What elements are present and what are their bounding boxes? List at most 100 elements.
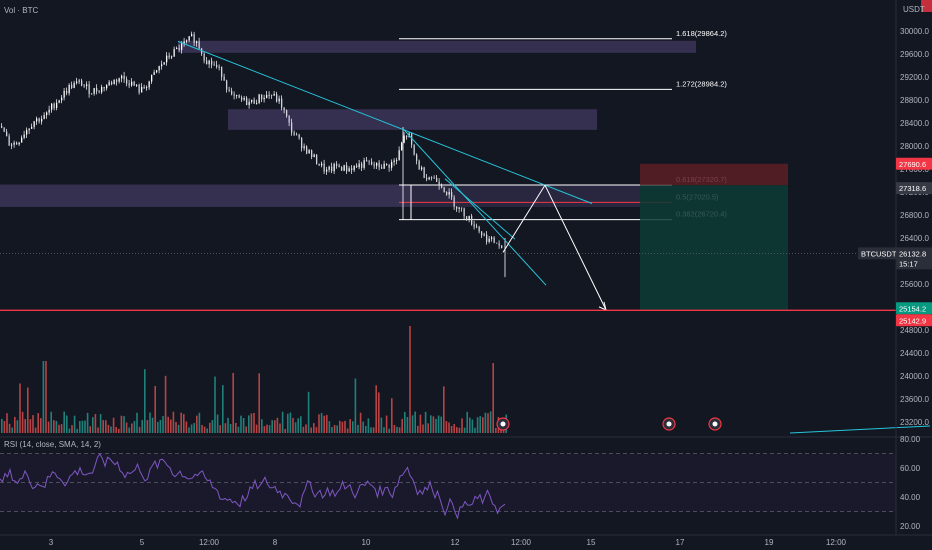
candle-body [288, 116, 290, 123]
volume-bar [482, 417, 484, 433]
lower-trendline[interactable] [402, 128, 547, 286]
drawings-layer[interactable] [0, 40, 931, 434]
candle-body [268, 94, 270, 96]
candle-body [356, 165, 358, 168]
volume-bar [107, 424, 110, 433]
resistance-zone-mid [228, 109, 597, 130]
volume-bar [385, 415, 388, 433]
fib-label: 1.618(29864.2) [676, 29, 727, 38]
volume-bar [24, 419, 26, 433]
candle-body [183, 41, 185, 44]
volume-bar [42, 361, 45, 433]
volume-bar [471, 419, 474, 433]
volume-bar [448, 422, 450, 433]
candle-body [311, 150, 313, 157]
volume-bar [190, 424, 193, 433]
price-tick-label: 28400.0 [900, 119, 929, 128]
price-tick-label: 29200.0 [900, 73, 929, 82]
volume-bar [484, 412, 487, 433]
candle-body [441, 185, 443, 188]
alert-marker [921, 0, 932, 12]
volume-bar [79, 421, 81, 433]
candle-body [171, 56, 173, 58]
candle-body [196, 41, 198, 43]
volume-bar [419, 414, 422, 433]
candle-body [213, 64, 215, 66]
volume-bar [279, 423, 281, 433]
candle-body [93, 88, 95, 94]
volume-bar [105, 420, 107, 433]
volume-bar [242, 418, 245, 433]
time-tick-label: 12:00 [511, 538, 532, 547]
candle-body [203, 53, 205, 61]
take-profit-zone[interactable] [640, 185, 788, 310]
volume-bar [120, 415, 123, 433]
trendline-extension[interactable] [789, 425, 931, 434]
time-tick-label: 15 [587, 538, 596, 547]
volume-bar [450, 426, 453, 433]
volume-bar [146, 420, 149, 433]
projection-path[interactable] [502, 184, 607, 311]
volume-bar [29, 419, 32, 433]
candle-body [141, 86, 143, 93]
volume-bar [45, 361, 47, 433]
candle-body [258, 94, 260, 103]
volume-bar [154, 385, 156, 433]
volume-bar [198, 412, 201, 433]
volume-bar [50, 411, 52, 433]
volume-bar [424, 411, 427, 433]
price-tick-label: 23200.0 [900, 418, 929, 427]
position-box[interactable] [640, 163, 788, 310]
volume-bar [222, 385, 224, 433]
volume-bar [81, 420, 84, 433]
volume-bar [86, 412, 89, 433]
candle-body [331, 166, 333, 172]
volume-bar [383, 427, 385, 433]
volume-bar [398, 427, 401, 433]
support-price-tag [896, 314, 932, 327]
candle-body [43, 115, 45, 119]
symbol-tag-label: BTCUSDT.P [861, 249, 903, 258]
last-price-box [896, 247, 932, 270]
volume-bar [6, 413, 8, 433]
volume-bar [307, 391, 310, 433]
volume-bar [133, 421, 136, 433]
candle-body [241, 97, 243, 100]
upper-trendline[interactable] [177, 40, 593, 204]
volume-bar [227, 417, 229, 433]
candle-body [266, 94, 268, 98]
volume-bar [84, 420, 86, 433]
candle-body [108, 82, 110, 86]
steep-trendline[interactable] [444, 178, 516, 240]
volume-bar [284, 428, 286, 433]
candle-body [26, 130, 28, 135]
volume-bar [125, 422, 128, 433]
time-axis[interactable]: 3 5 12:00 8 10 12 12:00 15 17 19 12:00 [0, 534, 932, 547]
candle-body [206, 60, 208, 65]
candle-body [228, 89, 230, 91]
volume-bar [94, 414, 97, 433]
volume-bar [180, 412, 182, 433]
volume-bar [456, 427, 458, 433]
candle-body [1, 125, 3, 128]
candle-body [243, 97, 245, 100]
candle-body [66, 90, 68, 94]
candle-body [293, 132, 295, 135]
stop-loss-zone[interactable] [640, 163, 788, 186]
volume-bar [206, 428, 208, 433]
volume-bar [63, 411, 65, 433]
support-zone [0, 184, 410, 207]
volume-bar [401, 418, 403, 433]
candle-body [278, 98, 280, 102]
event-marker-dot-icon [666, 421, 672, 427]
volume-bar [21, 411, 24, 433]
volume-bar [268, 425, 271, 433]
candle-body [173, 49, 175, 57]
candle-body [316, 154, 318, 164]
event-marker-dot-icon [712, 421, 718, 427]
volume-bar [417, 425, 419, 433]
candle-body [368, 161, 370, 163]
volume-bar [287, 413, 289, 433]
volume-bar [411, 415, 414, 433]
